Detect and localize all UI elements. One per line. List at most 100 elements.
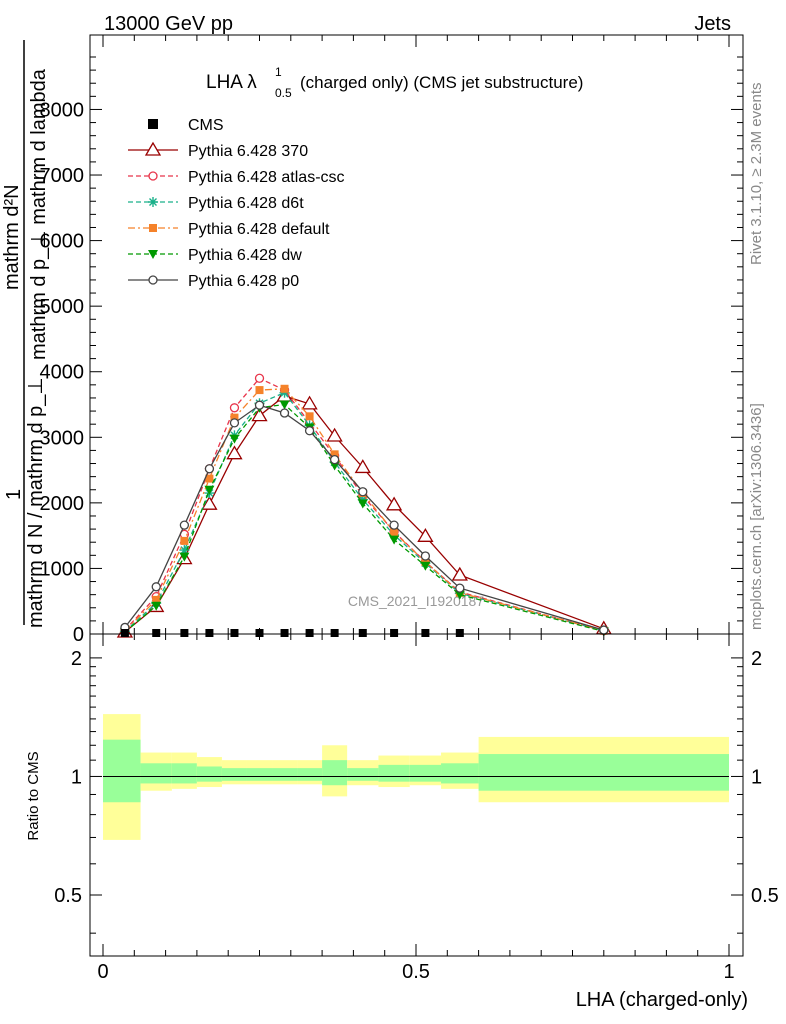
ylabel-numerator-2: mathrm d p_⊥ mathrm d lambda bbox=[28, 68, 50, 360]
ratio-stat-band bbox=[322, 760, 348, 786]
ratio-stat-band bbox=[272, 768, 298, 781]
series-point bbox=[451, 566, 468, 581]
legend-item: CMS bbox=[148, 117, 224, 134]
series-point bbox=[226, 445, 243, 460]
legend-label: Pythia 6.428 d6t bbox=[188, 195, 304, 212]
legend-item: Pythia 6.428 370 bbox=[128, 141, 308, 160]
rivet-version-text: Rivet 3.1.10, ≥ 2.3M events bbox=[748, 83, 765, 266]
series-point bbox=[279, 408, 290, 418]
main-x-ticks bbox=[102, 35, 730, 634]
series-line bbox=[124, 404, 604, 631]
series-point bbox=[326, 427, 343, 442]
legend-marker bbox=[148, 119, 158, 129]
ratio-stat-band bbox=[347, 768, 379, 781]
ratio-y-tick-label: 2 bbox=[71, 648, 82, 670]
legend-label: Pythia 6.428 default bbox=[188, 221, 330, 238]
y-tick-label: 7000 bbox=[40, 165, 85, 187]
legend-label: Pythia 6.428 dw bbox=[188, 247, 302, 264]
series-point bbox=[280, 384, 289, 393]
legend-item: Pythia 6.428 default bbox=[128, 221, 330, 238]
ratio-stat-band bbox=[103, 739, 141, 803]
ratio-y-axis: 0.5 0.5 1 1 2 2 bbox=[54, 648, 779, 934]
header-left: 13000 GeV pp bbox=[104, 13, 233, 35]
legend-marker bbox=[144, 141, 162, 156]
cms-data-point bbox=[120, 629, 129, 637]
y-tick-label: 6000 bbox=[40, 231, 85, 253]
ratio-stat-band bbox=[140, 763, 172, 784]
main-series-group bbox=[116, 373, 612, 638]
series-point bbox=[229, 418, 240, 428]
legend-marker bbox=[149, 224, 157, 232]
legend-marker bbox=[148, 250, 158, 259]
series-point bbox=[279, 400, 290, 410]
cms-data-point bbox=[280, 629, 289, 637]
series-point bbox=[385, 496, 403, 511]
series-point bbox=[330, 450, 339, 459]
series-point bbox=[179, 552, 190, 562]
cms-data-point bbox=[255, 629, 264, 637]
main-plot: 0 1000 2000 3000 4000 5000 6000 7000 8000 CMS_20… bbox=[1, 34, 744, 646]
main-y-axis: 0 1000 2000 3000 4000 5000 6000 7000 8000 bbox=[40, 56, 743, 646]
series-point bbox=[179, 545, 190, 556]
series-point bbox=[357, 499, 368, 509]
series-point bbox=[204, 464, 215, 474]
ratio-stat-band bbox=[378, 764, 410, 782]
series-point bbox=[354, 459, 371, 474]
legend: CMS Pythia 6.428 370 Pythia 6.428 atlas-cs… bbox=[128, 117, 345, 290]
series-point bbox=[180, 536, 189, 545]
legend-label: CMS bbox=[188, 117, 224, 134]
legend-item: Pythia 6.428 atlas-csc bbox=[128, 169, 345, 186]
legend-marker bbox=[148, 275, 158, 285]
series-point bbox=[205, 474, 214, 483]
series-point bbox=[254, 373, 265, 383]
y-tick-label: 8000 bbox=[40, 99, 85, 121]
ratio-stat-band bbox=[246, 768, 273, 781]
legend-label: Pythia 6.428 atlas-csc bbox=[188, 169, 345, 186]
legend-item: Pythia 6.428 p0 bbox=[128, 273, 299, 290]
cms-data-point bbox=[390, 629, 399, 637]
ratio-stat-band bbox=[441, 763, 479, 784]
legend-label: Pythia 6.428 p0 bbox=[188, 273, 299, 290]
series-point bbox=[254, 400, 265, 410]
ratio-plot: 0.5 0.51 12 2 0 0.5 1 Ratio to CMS LHA (charg… bbox=[25, 633, 779, 1011]
legend-marker bbox=[148, 171, 158, 181]
ratio-y-tick-label-right: 2 bbox=[751, 648, 762, 670]
ratio-uncertainty-bands bbox=[103, 714, 729, 840]
title-rest: (charged only) (CMS jet substructure) bbox=[300, 73, 583, 92]
series-point bbox=[417, 528, 434, 542]
y-tick-label: 3000 bbox=[40, 427, 85, 449]
series-point bbox=[389, 520, 399, 530]
cms-data-point bbox=[305, 629, 314, 637]
series-point bbox=[251, 407, 268, 422]
ylabel-denominator: mathrm d N / mathrm d p_⊥ bbox=[25, 377, 47, 628]
ratio-y-tick-label-right: 0.5 bbox=[751, 885, 779, 907]
cms-data-point bbox=[230, 629, 239, 637]
ratio-stat-band bbox=[297, 768, 323, 781]
analysis-watermark: CMS_2021_I1920187 bbox=[348, 593, 484, 609]
series-point bbox=[599, 625, 609, 635]
ratio-stat-band bbox=[196, 766, 222, 782]
series-point bbox=[151, 601, 162, 611]
legend-item: Pythia 6.428 d6t bbox=[128, 195, 304, 212]
y-tick-label: 5000 bbox=[40, 296, 85, 318]
series-point bbox=[455, 583, 465, 593]
cms-data-point bbox=[330, 629, 339, 637]
plot-title: LHA λ 1 0.5 (charged only) (CMS jet subs… bbox=[206, 65, 583, 100]
series-point bbox=[179, 520, 190, 530]
x-tick-label: 1 bbox=[723, 961, 734, 983]
y-tick-label: 2000 bbox=[40, 493, 85, 515]
legend-item: Pythia 6.428 dw bbox=[128, 247, 302, 264]
series-point bbox=[390, 528, 399, 537]
series-point bbox=[420, 561, 431, 571]
y-tick-label: 1000 bbox=[40, 558, 85, 580]
series-point bbox=[329, 461, 340, 471]
series-line bbox=[124, 403, 604, 633]
cms-data-point bbox=[152, 629, 161, 637]
title-superscript: 1 bbox=[275, 65, 282, 79]
series-point bbox=[229, 434, 240, 444]
series-5 bbox=[120, 400, 609, 635]
x-axis-label: LHA (charged-only) bbox=[576, 989, 748, 1011]
ratio-stat-band bbox=[478, 754, 729, 791]
mcplots-text: mcplots.cern.ch [arXiv:1306.3436] bbox=[748, 403, 765, 630]
y-axis-label: 1 mathrm d²N mathrm d p_⊥ mathrm d lambd… bbox=[1, 40, 50, 628]
